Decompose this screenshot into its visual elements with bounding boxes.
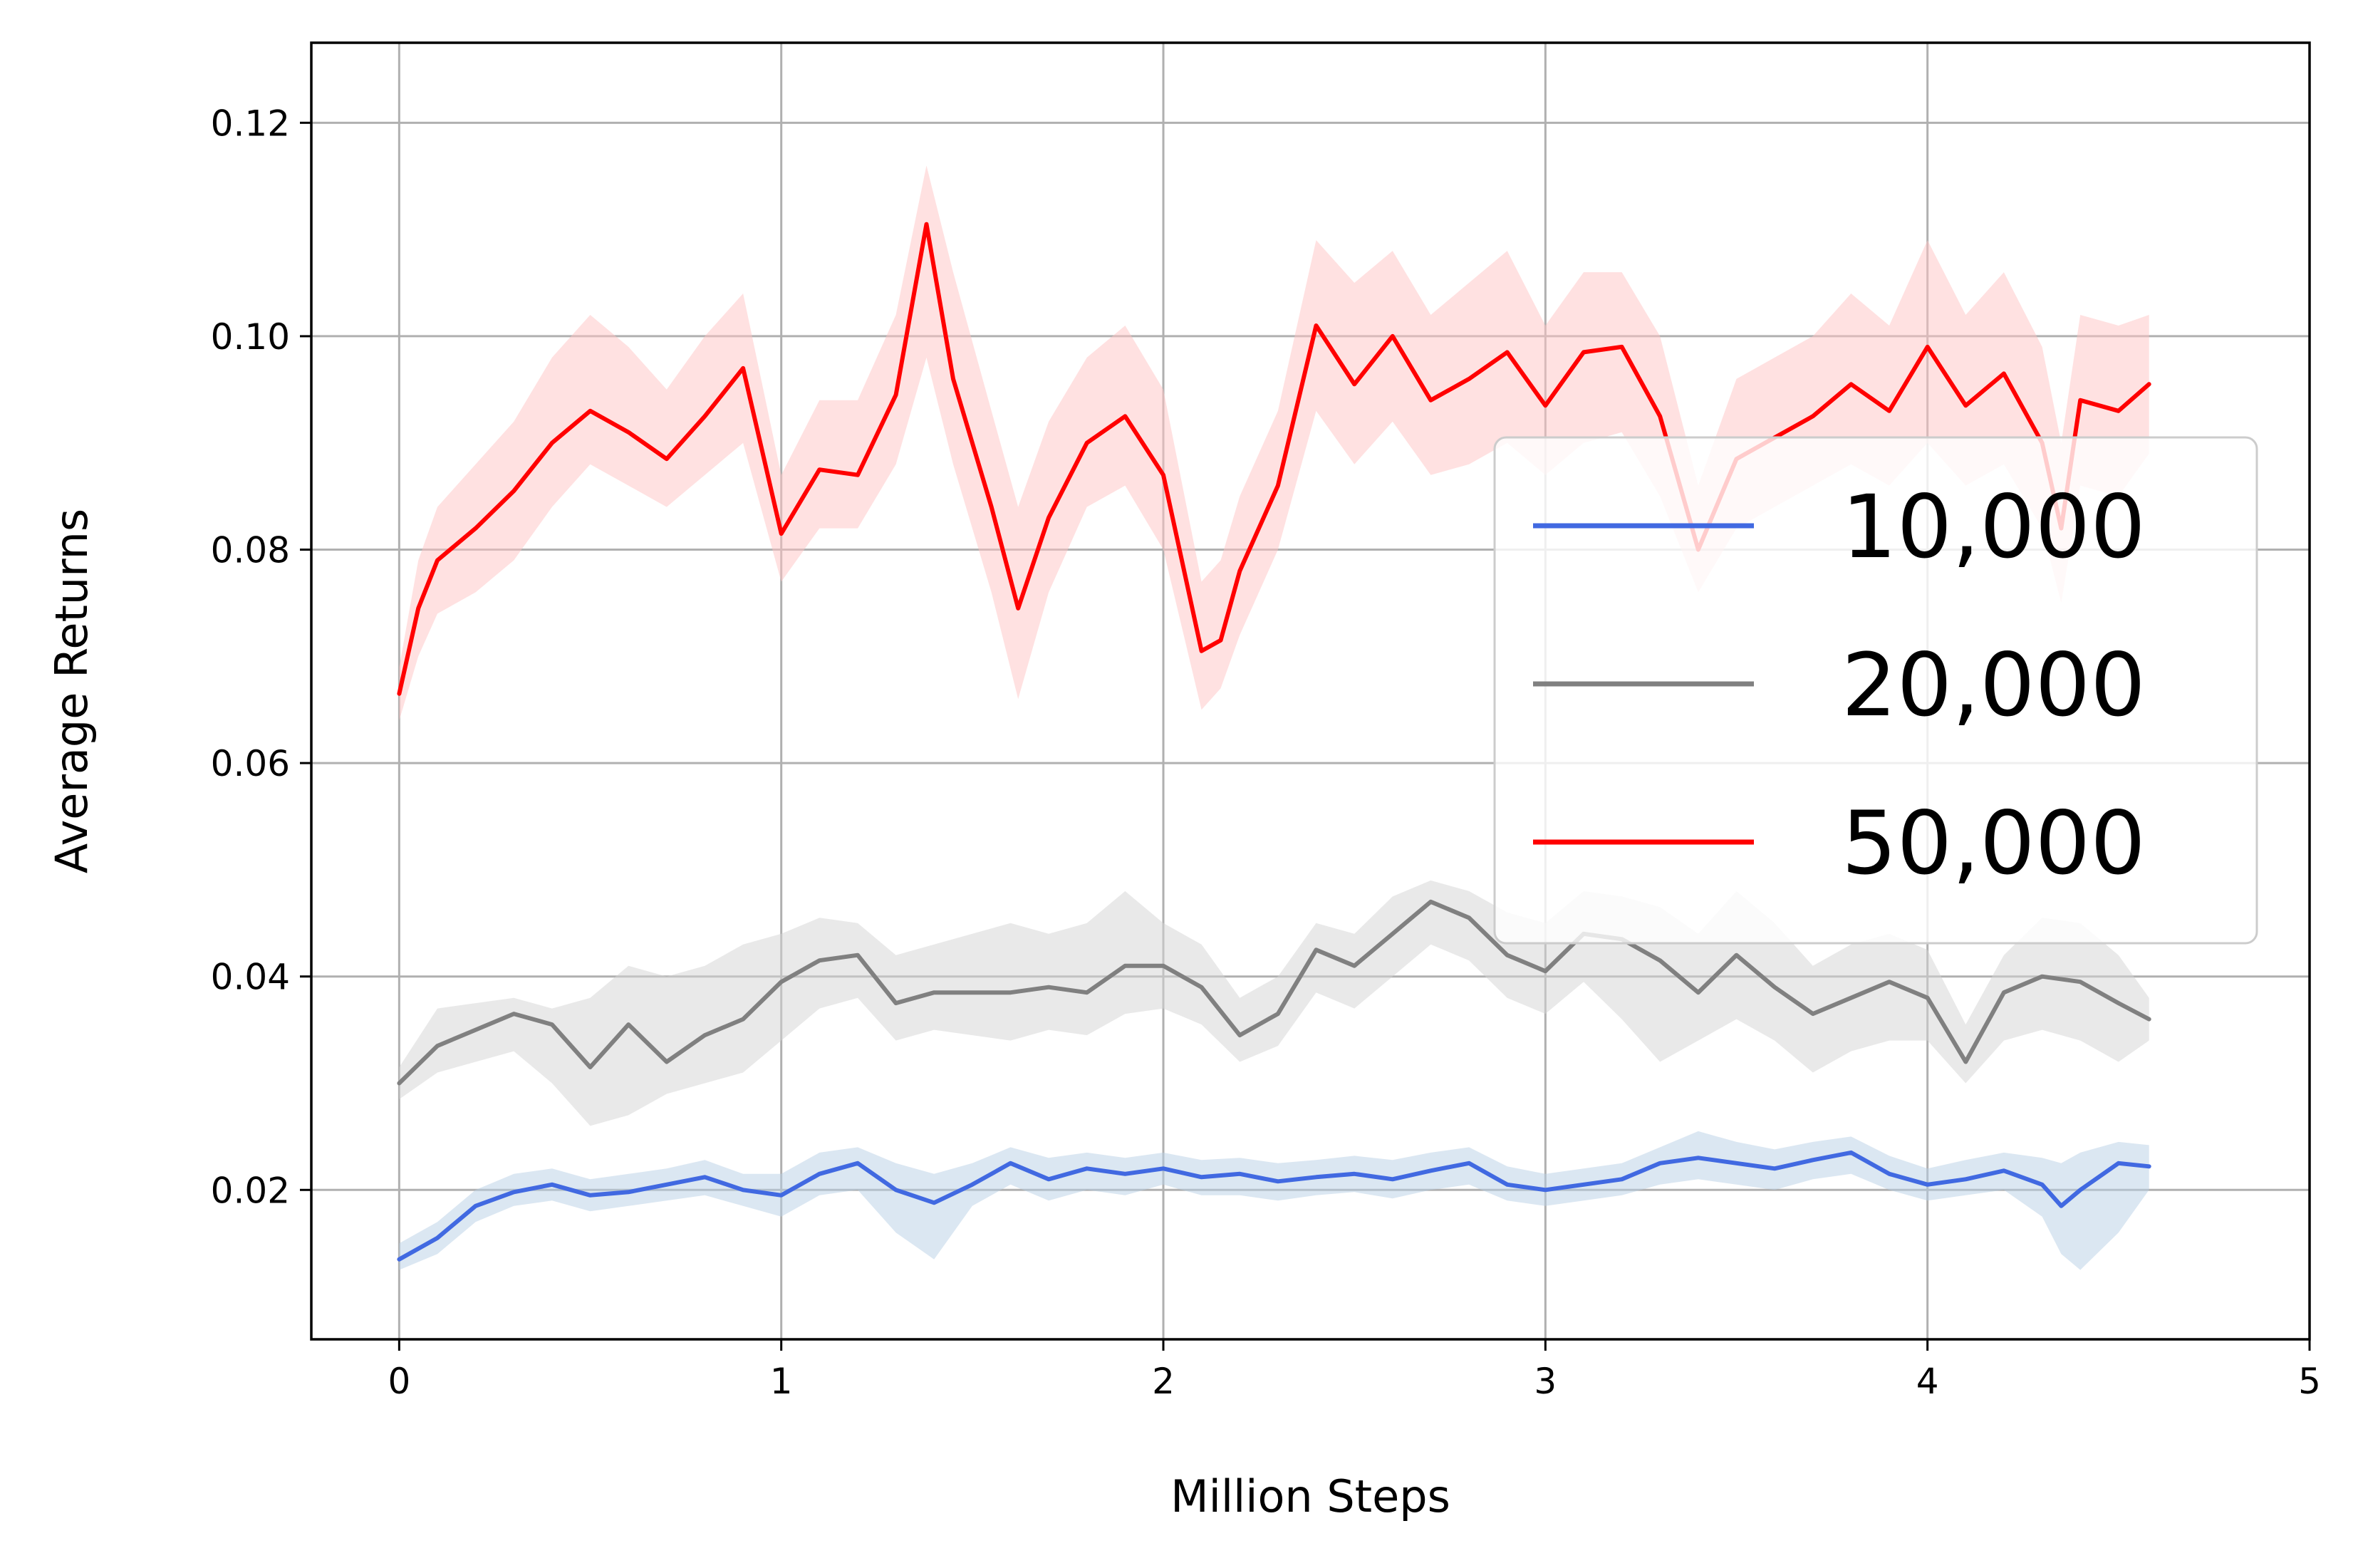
axis-ticks: 0 1 2 3 4 5 0.02 0.04 0.06 0.08 0.10 0.12 bbox=[211, 103, 2321, 1402]
y-tick-label: 0.06 bbox=[211, 743, 290, 784]
x-tick-label: 4 bbox=[1916, 1361, 1939, 1402]
plot-frame bbox=[310, 41, 2311, 1341]
y-tick-label: 0.02 bbox=[211, 1170, 290, 1211]
series-line bbox=[397, 1150, 2151, 1262]
legend: 10,000 20,000 50,000 bbox=[1493, 436, 2258, 945]
series-band bbox=[399, 165, 2149, 721]
y-tick-label: 0.12 bbox=[211, 103, 290, 144]
series-band bbox=[399, 1131, 2149, 1270]
legend-label: 50,000 bbox=[1842, 793, 2146, 894]
y-tick-label: 0.04 bbox=[211, 957, 290, 998]
series-lines bbox=[397, 222, 2151, 1262]
y-tick-label: 0.10 bbox=[211, 316, 290, 358]
x-tick-label: 3 bbox=[1534, 1361, 1557, 1402]
series-line bbox=[397, 222, 2151, 696]
legend-box bbox=[1493, 436, 2258, 945]
x-axis-title: Million Steps bbox=[1170, 1470, 1450, 1522]
y-tick-label: 0.08 bbox=[211, 530, 290, 571]
x-tick-label: 5 bbox=[2298, 1361, 2321, 1402]
y-axis-title: Average Returns bbox=[46, 509, 98, 873]
series-line bbox=[397, 899, 2151, 1086]
legend-label: 10,000 bbox=[1842, 477, 2146, 578]
x-tick-label: 0 bbox=[388, 1361, 410, 1402]
x-tick-label: 1 bbox=[770, 1361, 793, 1402]
legend-label: 20,000 bbox=[1842, 635, 2146, 736]
x-tick-label: 2 bbox=[1152, 1361, 1175, 1402]
